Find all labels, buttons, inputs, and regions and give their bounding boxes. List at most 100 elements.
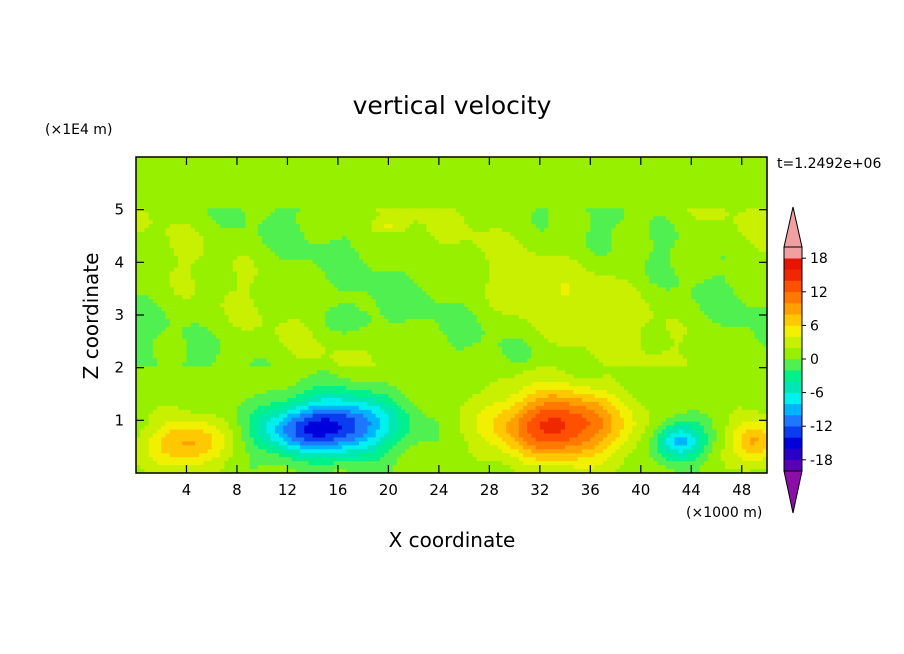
contour-cell [274, 267, 280, 273]
contour-cell [636, 180, 642, 186]
contour-cell [148, 168, 154, 174]
contour-cell [300, 271, 305, 277]
contour-cell [745, 279, 751, 284]
contour-cell [241, 208, 246, 213]
contour-cell [396, 239, 402, 245]
contour-cell [257, 224, 263, 229]
contour-cell [472, 263, 478, 269]
contour-cell [430, 180, 436, 186]
contour-cell [472, 172, 478, 178]
contour-cell [279, 287, 284, 292]
contour-cell [687, 243, 692, 249]
contour-cell [337, 204, 343, 209]
contour-cell [173, 247, 179, 253]
contour-cell [636, 164, 642, 170]
contour-cell [506, 172, 511, 178]
contour-cell [312, 263, 318, 269]
contour-cell [615, 228, 621, 233]
contour-cell [750, 168, 755, 174]
contour-cell [506, 228, 511, 233]
contour-cell [144, 164, 150, 170]
contour-cell [506, 184, 511, 190]
contour-cell [447, 157, 453, 162]
contour-cell [552, 236, 558, 241]
contour-cell [535, 216, 541, 221]
contour-cell [607, 236, 612, 241]
contour-cell [581, 160, 587, 166]
contour-cell [140, 263, 146, 269]
contour-cell [295, 164, 301, 170]
contour-cell [493, 216, 499, 221]
contour-cell [611, 184, 617, 190]
contour-cell [506, 176, 511, 182]
contour-cell [611, 228, 617, 233]
contour-cell [670, 247, 676, 253]
contour-cell [337, 208, 343, 213]
contour-cell [535, 267, 541, 273]
contour-cell [518, 251, 524, 257]
contour-cell [333, 212, 339, 217]
contour-cell [371, 200, 377, 205]
contour-cell [136, 267, 141, 273]
contour-cell [270, 224, 276, 229]
contour-cell [708, 267, 713, 273]
contour-cell [308, 247, 314, 253]
contour-cell [283, 184, 289, 190]
contour-cell [708, 232, 713, 237]
contour-cell [291, 251, 297, 257]
contour-cell [178, 224, 183, 229]
contour-cell [215, 287, 221, 292]
contour-cell [358, 216, 364, 221]
contour-cell [485, 251, 490, 257]
contour-cell [257, 184, 263, 190]
contour-cell [527, 247, 533, 253]
contour-cell [392, 196, 398, 202]
contour-cell [754, 220, 760, 225]
contour-cell [443, 164, 448, 170]
contour-cell [666, 279, 671, 284]
contour-cell [623, 263, 629, 269]
contour-cell [190, 196, 196, 202]
contour-cell [758, 184, 764, 190]
contour-cell [152, 208, 158, 213]
contour-cell [405, 160, 411, 166]
contour-cell [514, 172, 520, 178]
contour-cell [687, 180, 692, 186]
contour-cell [548, 251, 554, 257]
contour-cell [224, 204, 230, 209]
contour-cell [670, 172, 676, 178]
contour-cell [438, 192, 444, 198]
contour-cell [678, 208, 684, 213]
contour-cell [405, 220, 411, 225]
contour-cell [737, 204, 743, 209]
contour-cell [489, 255, 495, 261]
contour-cell [384, 216, 389, 221]
contour-cell [287, 239, 293, 245]
contour-cell [594, 208, 600, 213]
contour-cell [215, 247, 221, 253]
contour-cell [253, 275, 259, 281]
contour-cell [712, 263, 718, 269]
contour-cell [581, 259, 587, 265]
contour-cell [619, 259, 625, 265]
contour-cell [657, 267, 663, 273]
contour-cell [489, 243, 495, 249]
contour-cell [384, 247, 389, 253]
contour-cell [476, 180, 482, 186]
contour-cell [611, 259, 617, 265]
contour-cell [628, 180, 633, 186]
contour-cell [308, 287, 314, 292]
contour-cell [691, 196, 697, 202]
contour-cell [636, 239, 642, 245]
contour-cell [379, 232, 385, 237]
contour-cell [396, 243, 402, 249]
contour-cell [573, 204, 579, 209]
contour-cell [224, 279, 230, 284]
contour-cell [173, 251, 179, 257]
contour-cell [337, 271, 343, 277]
contour-cell [565, 239, 570, 245]
contour-cell [304, 184, 310, 190]
contour-cell [649, 283, 655, 288]
contour-cell [661, 168, 667, 174]
contour-cell [548, 180, 554, 186]
